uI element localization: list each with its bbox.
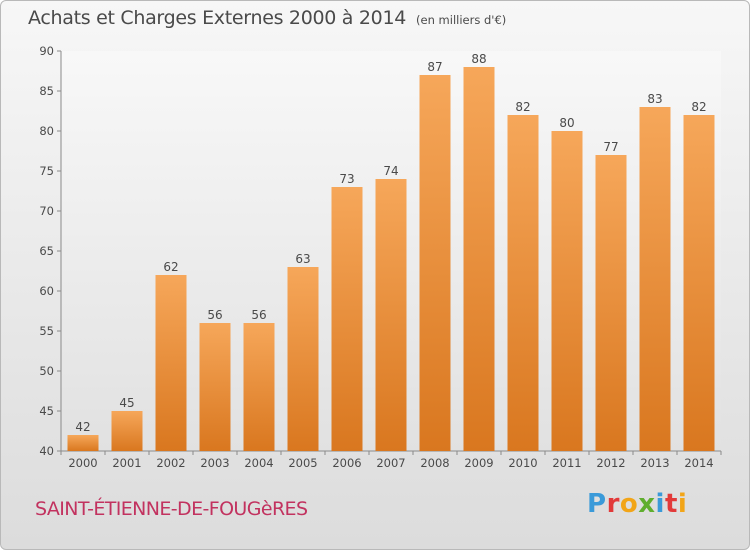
x-tick-label: 2000 bbox=[68, 456, 97, 470]
bar bbox=[419, 75, 451, 451]
chart-unit: (en milliers d'€) bbox=[416, 13, 507, 27]
y-tick-label: 55 bbox=[39, 324, 54, 338]
x-tick-label: 2002 bbox=[156, 456, 185, 470]
y-tick-label: 80 bbox=[39, 124, 54, 138]
bar bbox=[551, 131, 583, 451]
data-label: 82 bbox=[515, 100, 530, 114]
bar bbox=[111, 411, 143, 451]
bar bbox=[155, 275, 187, 451]
data-label: 56 bbox=[251, 308, 266, 322]
bar bbox=[67, 435, 99, 451]
brand-logo: Proxiti bbox=[587, 489, 687, 519]
x-tick-label: 2004 bbox=[244, 456, 273, 470]
place-name: SAINT-ÉTIENNE-DE-FOUGèRES bbox=[35, 498, 308, 520]
chart-title: Achats et Charges Externes 2000 à 2014 bbox=[28, 7, 407, 29]
y-tick-label: 85 bbox=[39, 84, 54, 98]
bar bbox=[595, 155, 627, 451]
data-label: 77 bbox=[603, 140, 618, 154]
x-tick-label: 2008 bbox=[420, 456, 449, 470]
data-label: 88 bbox=[471, 52, 486, 66]
x-tick-label: 2006 bbox=[332, 456, 361, 470]
data-label: 87 bbox=[427, 60, 442, 74]
axes: 40 45 50 55 60 65 70 75 80 85 90 2000 2001 2002 2003 20… bbox=[39, 44, 722, 470]
bar bbox=[463, 67, 495, 451]
data-label: 62 bbox=[163, 260, 178, 274]
bar bbox=[287, 267, 319, 451]
bar bbox=[639, 107, 671, 451]
data-label: 45 bbox=[119, 396, 134, 410]
chart-title-block: Achats et Charges Externes 2000 à 2014 (e… bbox=[28, 7, 506, 29]
y-tick-label: 60 bbox=[39, 284, 54, 298]
bar bbox=[243, 323, 275, 451]
x-tick-label: 2012 bbox=[596, 456, 625, 470]
y-tick-label: 75 bbox=[39, 164, 54, 178]
brand-letter: r bbox=[606, 489, 620, 519]
data-label: 82 bbox=[691, 100, 706, 114]
x-tick-label: 2014 bbox=[684, 456, 713, 470]
y-tick-label: 90 bbox=[39, 44, 54, 58]
x-tick-label: 2013 bbox=[640, 456, 669, 470]
bar bbox=[375, 179, 407, 451]
bars bbox=[67, 67, 715, 451]
bar bbox=[507, 115, 539, 451]
brand-letter: P bbox=[587, 489, 607, 519]
data-label: 42 bbox=[75, 420, 90, 434]
y-tick-label: 65 bbox=[39, 244, 54, 258]
data-label: 63 bbox=[295, 252, 310, 266]
x-tick-label: 2003 bbox=[200, 456, 229, 470]
y-tick-label: 40 bbox=[39, 444, 54, 458]
data-label: 80 bbox=[559, 116, 574, 130]
y-tick-label: 45 bbox=[39, 404, 54, 418]
bar bbox=[683, 115, 715, 451]
x-tick-label: 2005 bbox=[288, 456, 317, 470]
x-tick-label: 2007 bbox=[376, 456, 405, 470]
brand-letter: i bbox=[677, 489, 688, 519]
data-label: 73 bbox=[339, 172, 354, 186]
x-tick-label: 2001 bbox=[112, 456, 141, 470]
x-tick-label: 2011 bbox=[552, 456, 581, 470]
x-tick-label: 2009 bbox=[464, 456, 493, 470]
brand-letter: t bbox=[664, 489, 678, 519]
bar bbox=[331, 187, 363, 451]
data-label: 74 bbox=[383, 164, 398, 178]
data-label: 56 bbox=[207, 308, 222, 322]
data-labels: 42 45 62 56 56 63 73 74 87 88 82 80 77 83 82 bbox=[75, 52, 706, 434]
y-tick-label: 50 bbox=[39, 364, 54, 378]
brand-letter: x bbox=[638, 489, 656, 519]
x-tick-label: 2010 bbox=[508, 456, 537, 470]
brand-letter: i bbox=[655, 489, 665, 519]
brand-letter: o bbox=[619, 489, 639, 519]
data-label: 83 bbox=[647, 92, 662, 106]
y-tick-label: 70 bbox=[39, 204, 54, 218]
bar bbox=[199, 323, 231, 451]
